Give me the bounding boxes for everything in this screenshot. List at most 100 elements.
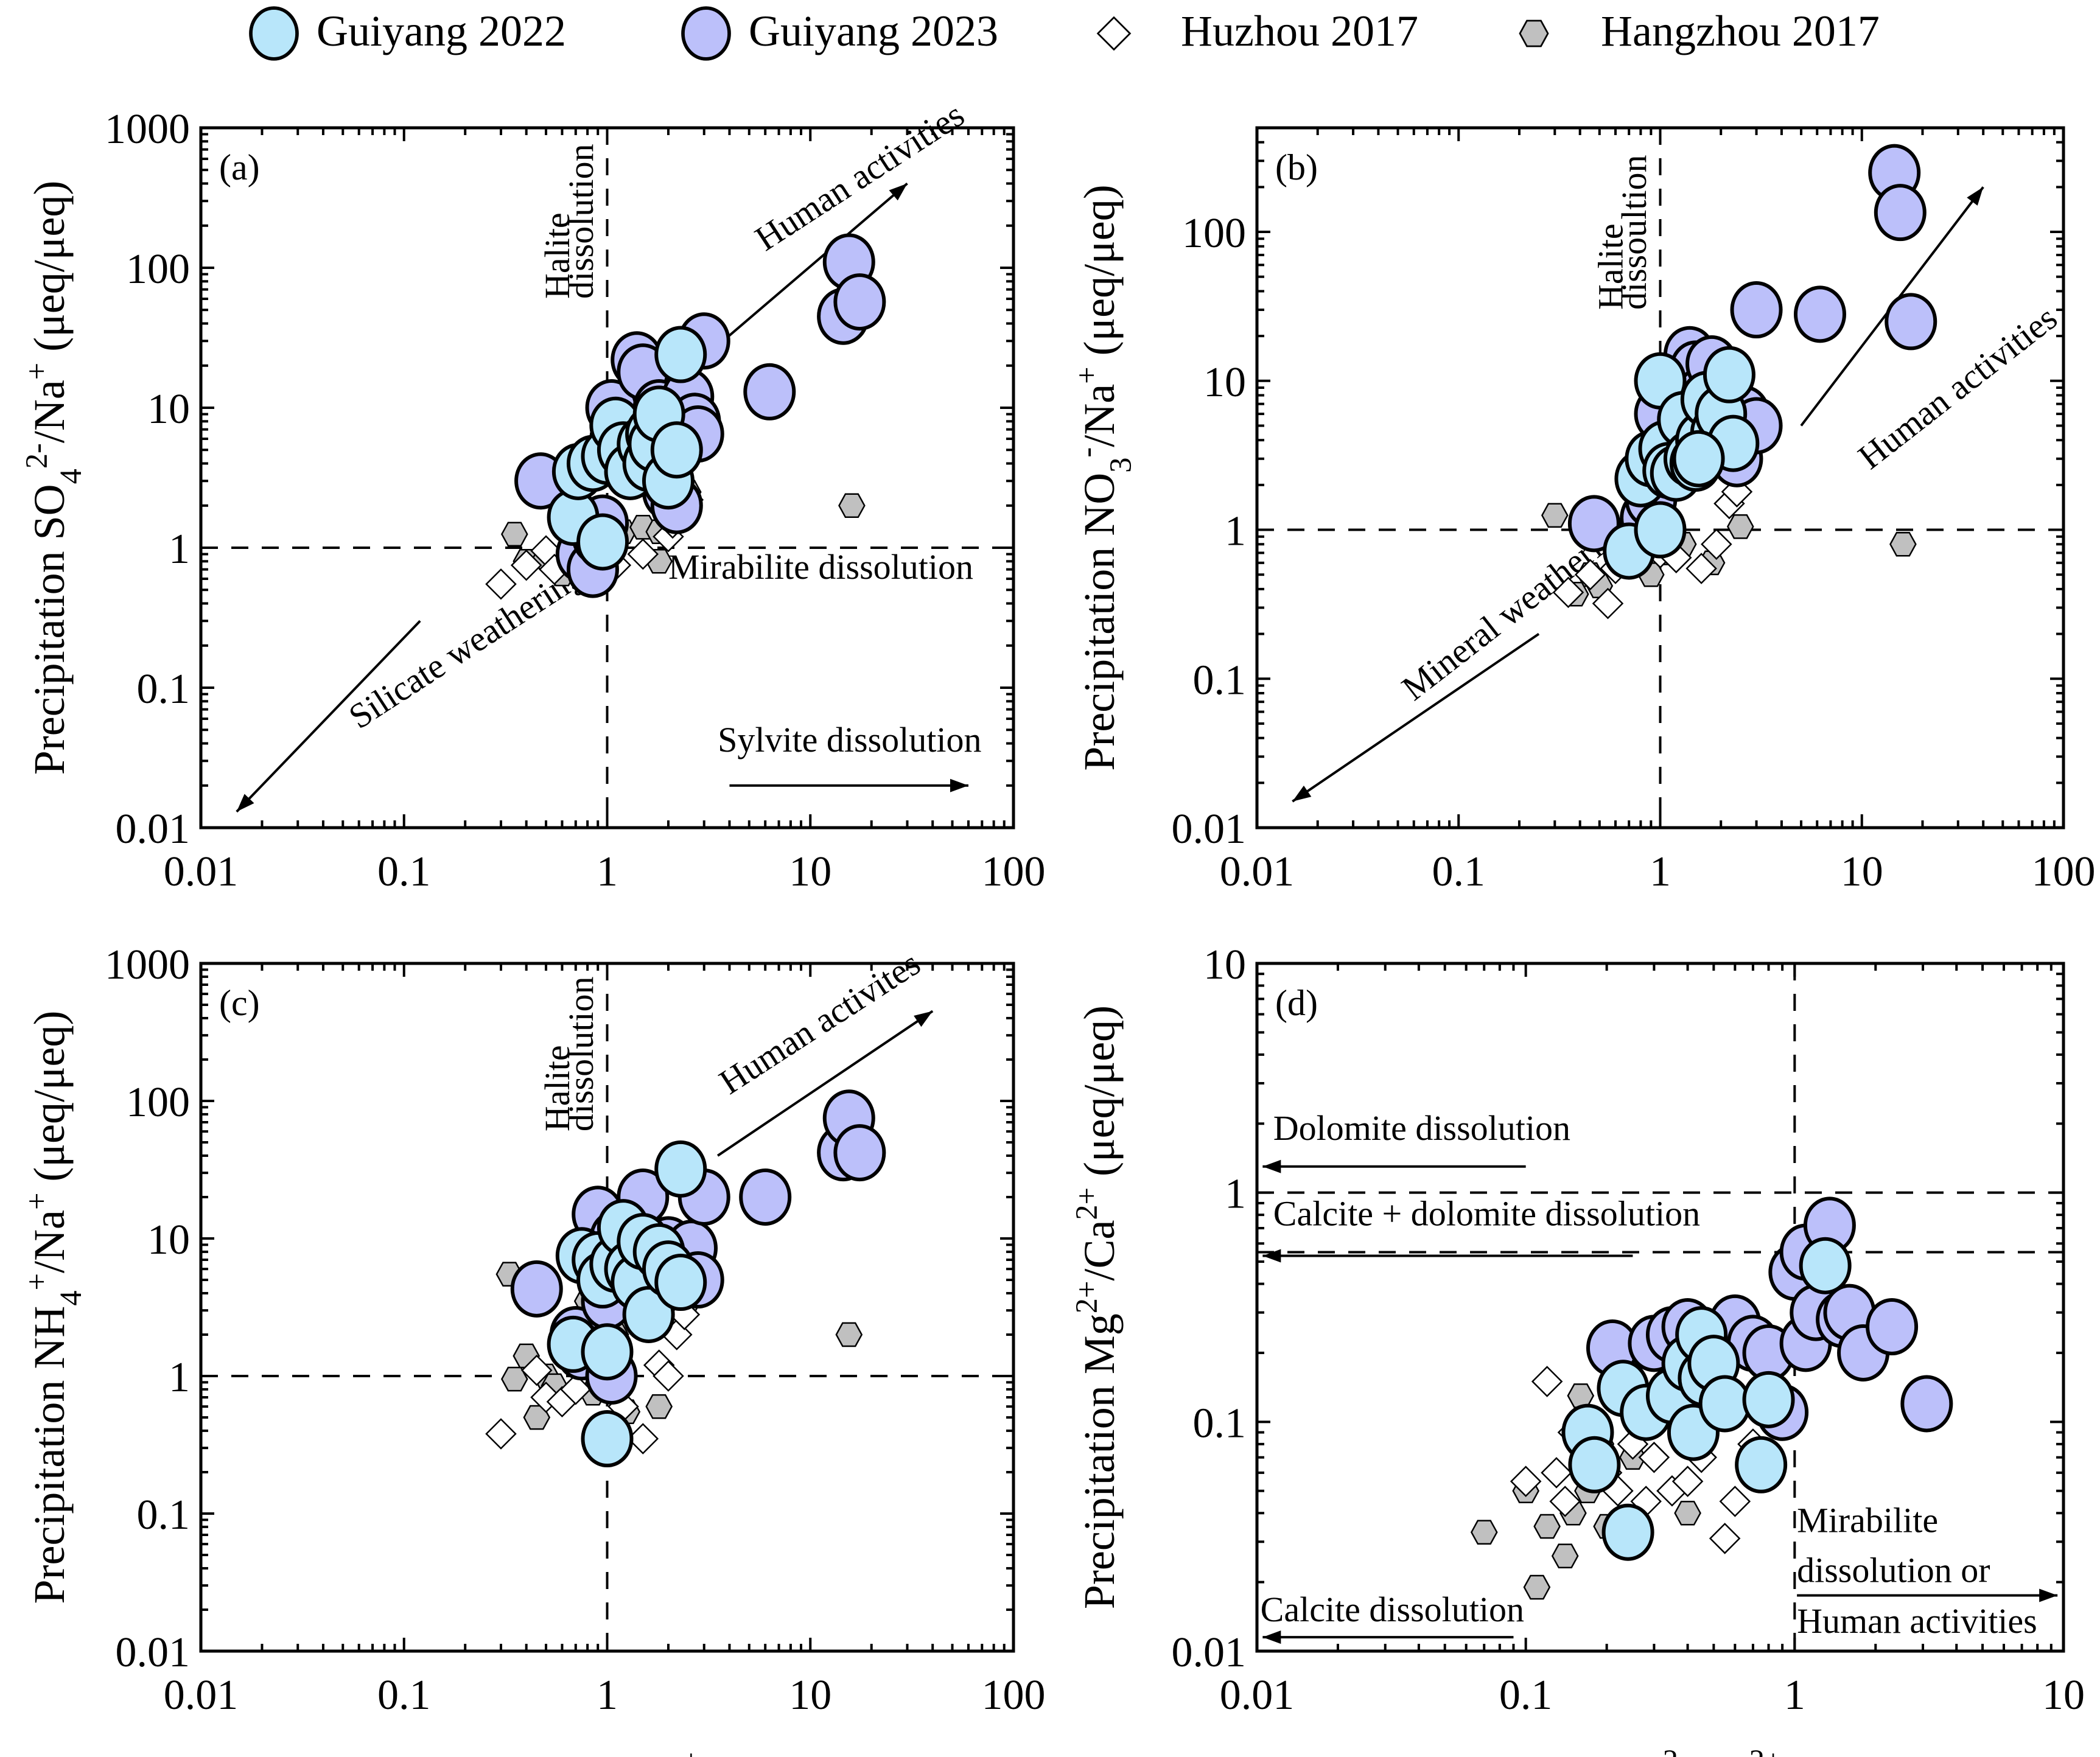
arrow-line (1292, 632, 1540, 803)
data-point (510, 1260, 563, 1318)
x-tick-label: 0.01 (164, 1672, 239, 1719)
x-tick-label: 10 (789, 848, 831, 895)
arrow-head (236, 794, 254, 812)
legend-item: Hangzhou 2017 (1519, 7, 1880, 55)
data-point (645, 1394, 673, 1419)
arrow-head (889, 183, 908, 201)
annotation-text: Human activities (1797, 1601, 2037, 1641)
data-point (739, 1168, 792, 1226)
data-point (1674, 1500, 1701, 1526)
annotation-text: Calcite + dolomite dissolution (1273, 1193, 1700, 1233)
legend-label: Guiyang 2022 (317, 7, 566, 55)
annotation-text: Sylvite dissolution (718, 720, 981, 760)
data-point (1541, 1457, 1572, 1489)
data-point (835, 1322, 863, 1347)
x-tick-label: 10 (789, 1672, 831, 1719)
series-guiyang-2022 (547, 1140, 707, 1468)
plot-frame (1255, 962, 2065, 1653)
series-guiyang-2022 (1561, 1237, 1852, 1561)
y-tick-label: 0.01 (1172, 806, 1247, 853)
data-point (1523, 1574, 1551, 1600)
data-point (654, 1254, 707, 1312)
data-point (1541, 503, 1569, 528)
y-tick-label: 1 (169, 1354, 190, 1401)
annotation-text: dissolution or (1797, 1551, 1990, 1590)
data-point (1889, 531, 1917, 557)
y-tick-label: 1 (169, 526, 190, 573)
annotation-text: Dolomite dissolution (1273, 1108, 1570, 1148)
panel-label: (c) (219, 983, 260, 1023)
x-tick-label: 0.01 (1220, 848, 1295, 895)
series-huzhou-2017 (485, 1299, 701, 1455)
x-tick-label: 10 (1841, 848, 1883, 895)
data-point (1726, 514, 1754, 539)
panel-a-chart: 0.01 0.1 1 10 100 0.01 0.1 1 10 100 1000 Precipitat… (19, 94, 1046, 895)
legend-label: Guiyang 2023 (749, 7, 998, 55)
annotation-text: Halite (1591, 223, 1631, 310)
arrow-head (1262, 1159, 1281, 1173)
data-point (1601, 1503, 1654, 1561)
data-point (627, 1423, 659, 1455)
annotation-arrows (1262, 1159, 2058, 1644)
arrow-head (1292, 785, 1312, 802)
x-tick-label: 0.01 (164, 848, 239, 895)
legend-item: Guiyang 2022 (249, 6, 566, 61)
data-point (627, 538, 659, 570)
y-tick-label: 0.1 (1193, 657, 1247, 704)
data-point (654, 1140, 707, 1198)
x-tick-label: 0.1 (1432, 848, 1486, 895)
data-point (1793, 285, 1846, 343)
panel-b-chart: 0.01 0.1 1 10 100 0.01 0.1 1 10 100 Precipitation … (1069, 126, 2096, 895)
data-point (654, 326, 707, 383)
legend-label: Hangzhou 2017 (1601, 7, 1880, 55)
x-tick-label: 0.1 (1499, 1672, 1553, 1719)
y-tick-label: 10 (147, 1217, 190, 1263)
annotation-text: Mirabilite (1797, 1501, 1938, 1540)
y-axis-label: Precipitation Mg2+/Ca2+ (μeq/μeq) (1069, 1005, 1124, 1609)
data-point (833, 1124, 886, 1182)
data-point (1592, 587, 1624, 620)
data-point (1551, 1543, 1579, 1568)
axis-ticks (1256, 963, 2063, 1652)
annotation-text: Calcite dissolution (1261, 1590, 1524, 1629)
arrow-head (2039, 1588, 2058, 1602)
y-tick-label: 100 (126, 246, 190, 293)
y-axis-label: Precipitation NO3-/Na+ (μeq/μeq) (1069, 184, 1138, 770)
arrow-line (703, 183, 908, 358)
panel-c-chart: 0.01 0.1 1 10 100 0.01 0.1 1 10 100 1000 Precipitat… (19, 941, 1046, 1757)
y-tick-label: 10 (1203, 359, 1246, 406)
reference-lines (1257, 963, 2063, 1651)
data-point (581, 1410, 634, 1468)
x-axis-label: Precipitation SO42-/Ca2+ (μeq/μeq) (1357, 1744, 1964, 1757)
y-tick-label: 0.1 (137, 1492, 191, 1539)
annotation-text: Halite (537, 1045, 577, 1131)
annotation-arrows (716, 1010, 934, 1157)
data-point (485, 1418, 517, 1450)
y-tick-label: 0.1 (1193, 1400, 1247, 1447)
data-point (653, 1360, 684, 1392)
data-point (1531, 1366, 1563, 1397)
arrow-head (914, 1011, 933, 1027)
x-tick-label: 0.01 (1220, 1672, 1295, 1719)
data-point (1634, 501, 1687, 559)
annotation-text: dissolution (561, 144, 601, 299)
x-tick-label: 1 (1650, 848, 1671, 895)
data-point (560, 1374, 592, 1405)
legend-marker-circle (249, 6, 299, 61)
panel-label: (a) (219, 147, 260, 187)
x-tick-label: 0.1 (377, 1672, 431, 1719)
data-point (1549, 1486, 1581, 1517)
data-point (1568, 1436, 1621, 1493)
data-point (1470, 1520, 1498, 1545)
data-point (1866, 1298, 1919, 1356)
y-tick-label: 100 (126, 1079, 190, 1126)
annotation-text: Human activities (748, 94, 971, 258)
data-point (1735, 1436, 1788, 1493)
data-point (1672, 430, 1725, 487)
arrow-line (236, 620, 421, 813)
data-point (1701, 528, 1732, 561)
annotation-text: Human activities (1850, 298, 2064, 477)
series-guiyang-2022 (547, 326, 707, 571)
data-point (1574, 559, 1606, 590)
series-guiyang-2022 (1603, 346, 1760, 580)
